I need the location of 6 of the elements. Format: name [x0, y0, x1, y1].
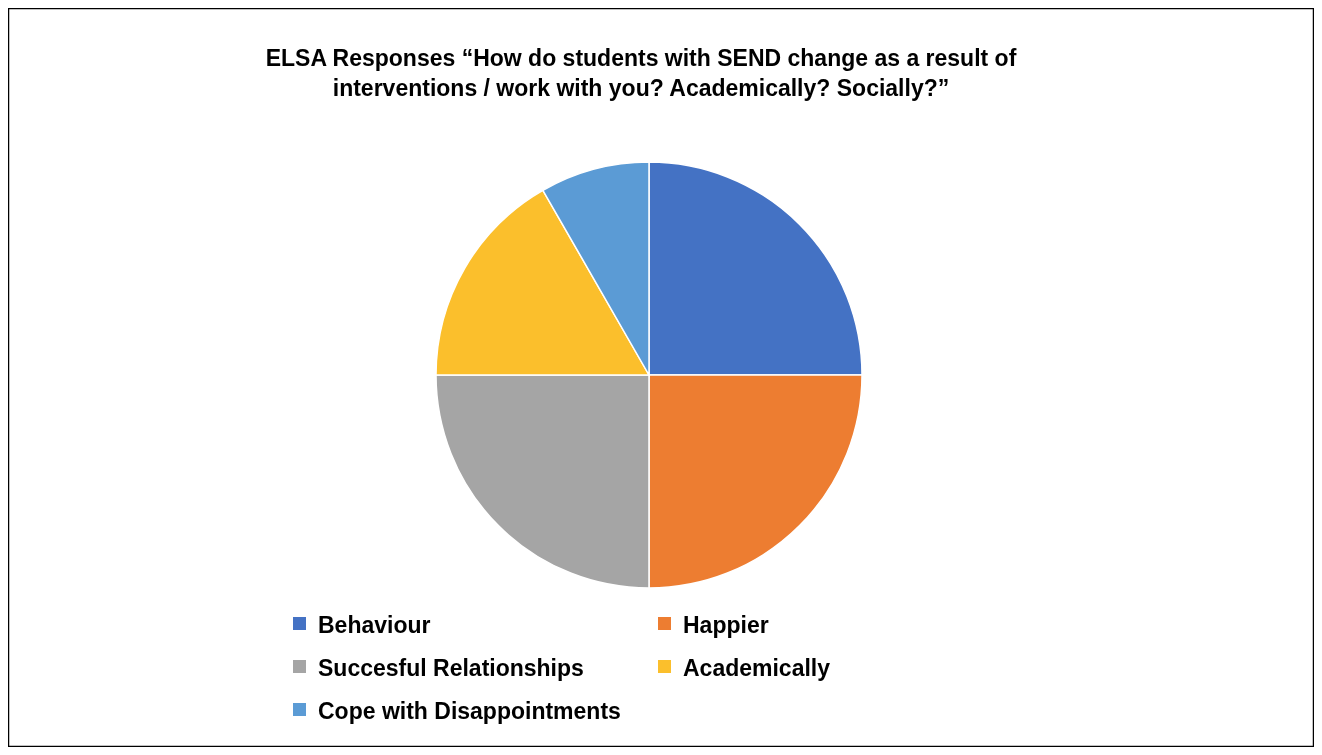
legend-label: Succesful Relationships [318, 655, 584, 681]
legend-label: Cope with Disappointments [318, 698, 621, 724]
chart-title: ELSA Responses “How do students with SEND change as a result of interventions / work with you? Academically? Socially?” [265, 45, 1017, 101]
legend-label: Happier [683, 612, 769, 638]
legend-label: Academically [683, 655, 831, 681]
legend-label: Behaviour [318, 612, 431, 638]
